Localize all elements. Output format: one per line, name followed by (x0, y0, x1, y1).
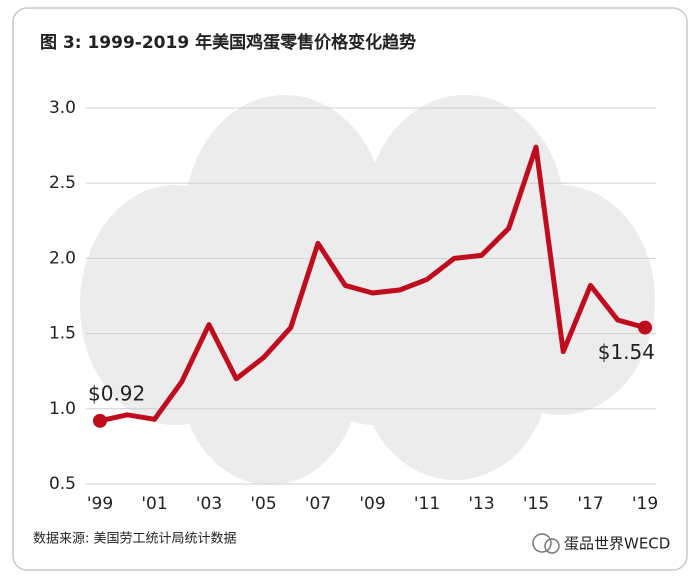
x-tick-label: '19 (632, 494, 658, 514)
y-tick-label: 1.5 (49, 324, 76, 344)
x-tick-label: '03 (196, 494, 222, 514)
end-point (93, 413, 107, 428)
source-note: 数据来源: 美国劳工统计局统计数据 (33, 531, 237, 547)
end-point (638, 320, 652, 335)
x-tick-label: '11 (414, 494, 440, 514)
y-tick-label: 2.0 (49, 248, 76, 268)
x-tick-label: '15 (523, 494, 549, 514)
price-line (99, 144, 646, 424)
x-tick-label: '09 (359, 494, 385, 514)
y-tick-label: 1.0 (49, 399, 76, 419)
value-label: $1.54 (598, 340, 655, 364)
chart-title: 图 3: 1999-2019 年美国鸡蛋零售价格变化趋势 (40, 32, 416, 53)
x-tick-label: '05 (250, 494, 276, 514)
x-tick-label: '99 (87, 494, 113, 514)
x-tick-label: '01 (141, 494, 167, 514)
x-tick-label: '13 (468, 494, 494, 514)
value-label: $0.92 (88, 381, 145, 405)
y-tick-label: 3.0 (49, 98, 76, 118)
y-tick-label: 2.5 (49, 173, 76, 193)
x-tick-label: '17 (577, 494, 603, 514)
watermark-icon (532, 533, 560, 554)
x-tick-label: '07 (305, 494, 331, 514)
egg-background (80, 95, 655, 485)
watermark: 蛋品世界WECD (564, 535, 670, 553)
y-tick-label: 0.5 (49, 474, 76, 494)
